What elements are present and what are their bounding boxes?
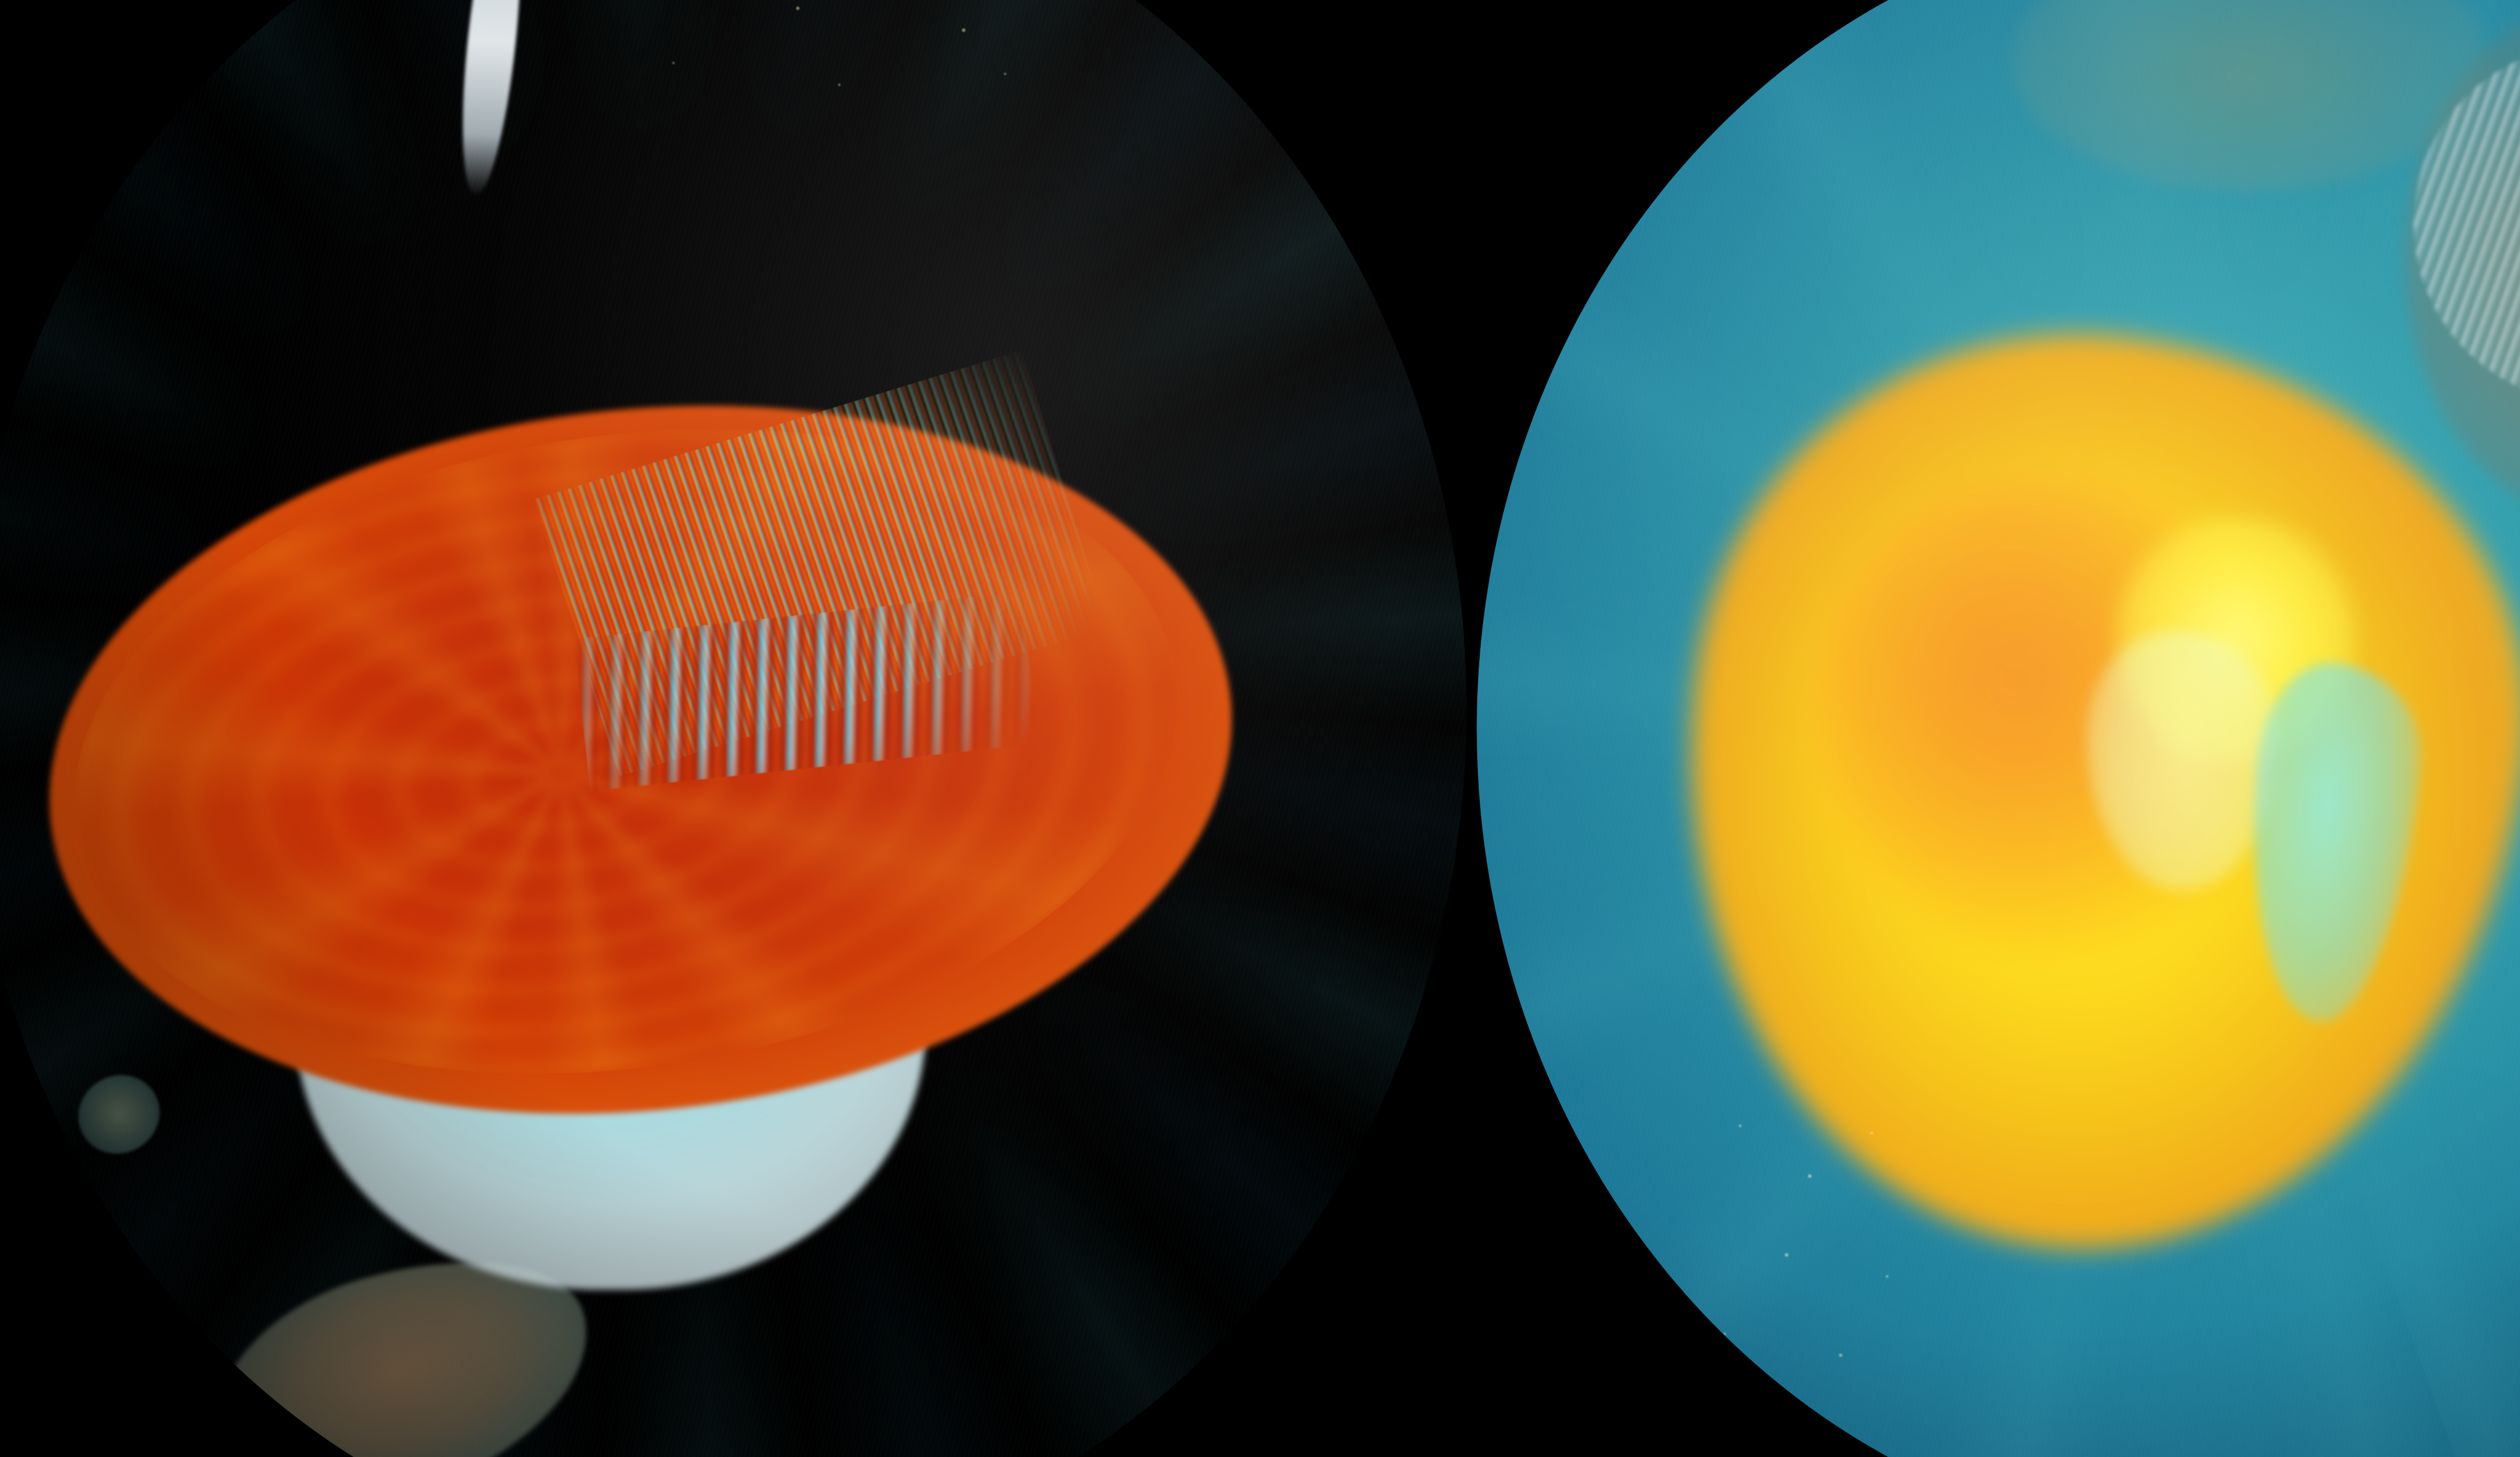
southern-hemisphere-globe[interactable] — [0, 0, 1467, 1457]
limb-darkening-ring — [1477, 0, 2520, 1457]
limb-darkening-ring — [0, 0, 1467, 1457]
northern-hemisphere-globe[interactable] — [1477, 0, 2520, 1457]
